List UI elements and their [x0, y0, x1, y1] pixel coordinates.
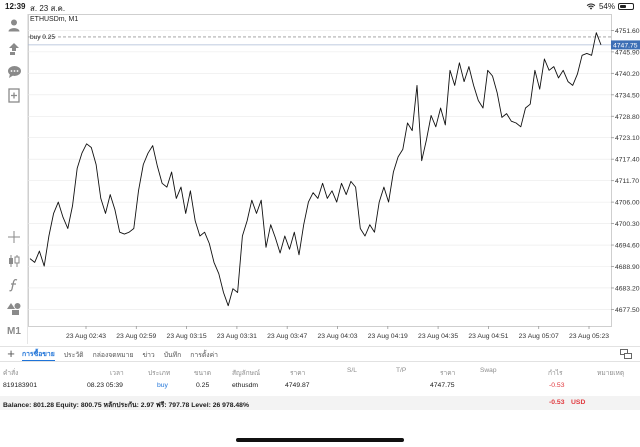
header-price: ราคา — [290, 370, 306, 377]
tab-news[interactable]: ข่าว — [142, 351, 155, 359]
row-time: 08.23 05:39 — [87, 382, 123, 389]
x-tick-label: 23 Aug 04:03 — [317, 333, 357, 340]
x-tick-label: 23 Aug 03:47 — [267, 333, 307, 340]
wifi-icon — [586, 3, 596, 10]
plot-frame — [28, 14, 612, 327]
header-order: คำสั่ง — [3, 370, 19, 377]
shapes-icon[interactable] — [4, 300, 24, 318]
add-document-icon[interactable] — [4, 86, 24, 104]
chart-symbol: ETHUSDm, M1 — [30, 16, 79, 23]
header-comment: หมายเหตุ — [597, 370, 625, 377]
timeframe-button[interactable]: M1 — [4, 322, 24, 340]
current-price-label: 4747.75 — [613, 42, 638, 49]
row-type: buy — [157, 382, 168, 389]
y-tick-label: 4706.00 — [615, 200, 640, 207]
table-row[interactable]: 819183901 08.23 05:39 buy 0.25 ethusdm 4… — [0, 377, 640, 395]
status-time: 12:39 — [5, 2, 26, 11]
x-tick-label: 23 Aug 04:35 — [418, 333, 458, 340]
row-price: 4749.87 — [285, 382, 310, 389]
tab-mailbox[interactable]: กล่องจดหมาย — [92, 351, 134, 359]
panel-menu-icon[interactable] — [620, 349, 632, 359]
header-price-current: ราคา — [440, 370, 456, 377]
header-time: เวลา — [110, 370, 124, 377]
header-volume: ขนาด — [194, 370, 211, 377]
balance-text: Balance: 801.28 Equity: 800.75 หลักประกั… — [3, 402, 250, 409]
current-price-box — [611, 40, 640, 50]
balance-bar: Balance: 801.28 Equity: 800.75 หลักประกั… — [0, 396, 640, 410]
x-tick-label: 23 Aug 04:51 — [468, 333, 508, 340]
x-tick-label: 23 Aug 05:07 — [519, 333, 559, 340]
header-sl: S/L — [347, 367, 357, 374]
y-tick-label: 4728.80 — [615, 114, 640, 121]
balance-profit: -0.53 — [549, 399, 565, 406]
x-tick-label: 23 Aug 02:43 — [66, 333, 106, 340]
header-swap: Swap — [480, 367, 497, 374]
y-tick-label: 4751.60 — [615, 28, 640, 35]
y-tick-label: 4740.20 — [615, 71, 640, 78]
y-tick-label: 4723.10 — [615, 135, 640, 142]
chart-canvas[interactable]: 4751.60 4745.90 4740.20 4734.50 4728.80 4723.… — [28, 14, 640, 346]
y-tick-label: 4694.60 — [615, 243, 640, 250]
y-tick-label: 4688.90 — [615, 264, 640, 271]
x-tick-label: 23 Aug 03:15 — [167, 333, 207, 340]
balance-currency: USD — [571, 399, 586, 406]
table-header: คำสั่ง เวลา ประเภท ขนาด สัญลักษณ์ ราคา S… — [0, 363, 640, 377]
header-tp: T/P — [396, 367, 407, 374]
chat-icon[interactable] — [4, 63, 24, 81]
header-symbol: สัญลักษณ์ — [232, 370, 261, 377]
left-toolbar: M1 — [0, 14, 28, 344]
x-tick-label: 23 Aug 05:23 — [569, 333, 609, 340]
tab-history[interactable]: ประวัติ — [63, 351, 84, 359]
header-type: ประเภท — [148, 370, 171, 377]
add-icon[interactable]: + — [7, 346, 15, 361]
row-profit: -0.53 — [549, 382, 565, 389]
row-symbol: ethusdm — [232, 382, 259, 389]
row-current-price: 4747.75 — [430, 382, 455, 389]
price-series-line — [29, 32, 602, 307]
x-tick-label: 23 Aug 02:59 — [116, 333, 156, 340]
y-tick-label: 4677.50 — [615, 307, 640, 314]
status-date: ส. 23 ส.ค. — [30, 4, 66, 13]
tab-journal[interactable]: บันทึก — [163, 351, 182, 359]
tab-settings[interactable]: การตั้งค่า — [190, 351, 218, 359]
trade-tabs: + การซื้อขาย ประวัติ กล่องจดหมาย ข่าว บั… — [0, 346, 640, 362]
y-tick-label: 4734.50 — [615, 92, 640, 99]
buy-line-label: buy 0.25 — [30, 34, 55, 41]
y-tick-label: 4745.90 — [615, 49, 640, 56]
crosshair-icon[interactable] — [4, 228, 24, 246]
y-tick-label: 4711.70 — [615, 178, 639, 185]
price-chart[interactable]: 4751.60 4745.90 4740.20 4734.50 4728.80 4723.… — [28, 14, 640, 346]
battery-icon — [618, 3, 634, 10]
header-profit: กำไร — [548, 370, 563, 377]
battery-fill — [620, 5, 626, 8]
row-volume: 0.25 — [196, 382, 210, 389]
x-tick-label: 23 Aug 03:31 — [217, 333, 257, 340]
battery-percent: 54% — [598, 2, 615, 11]
candles-icon[interactable] — [4, 252, 24, 270]
row-order: 819183901 — [3, 382, 38, 389]
y-tick-label: 4700.30 — [615, 221, 640, 228]
function-icon[interactable] — [4, 276, 24, 294]
x-tick-label: 23 Aug 04:19 — [368, 333, 408, 340]
timeframe-label: M1 — [7, 325, 21, 337]
tab-trade[interactable]: การซื้อขาย — [22, 348, 55, 361]
trade-icon[interactable] — [4, 40, 24, 58]
status-bar: 12:39 ส. 23 ส.ค. 54% — [0, 0, 640, 14]
y-tick-label: 4683.20 — [615, 285, 640, 292]
person-icon[interactable] — [4, 16, 24, 34]
home-indicator — [236, 438, 404, 442]
y-tick-label: 4717.40 — [615, 157, 640, 164]
